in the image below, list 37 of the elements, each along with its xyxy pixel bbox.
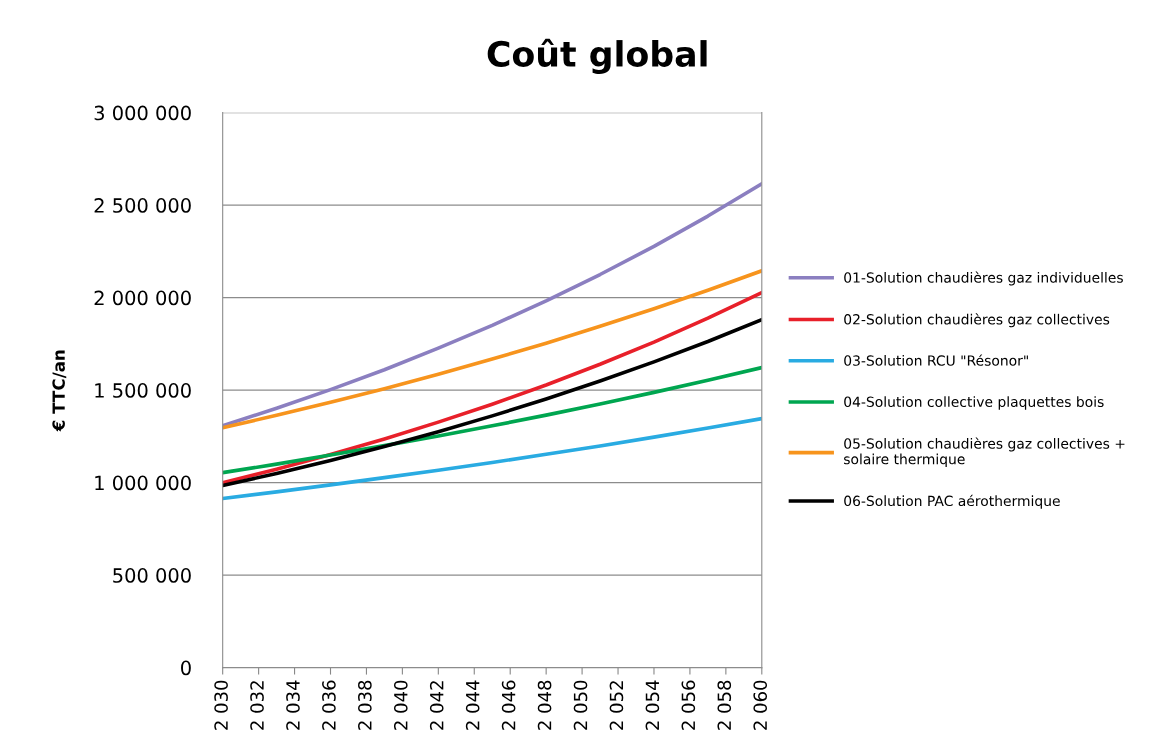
chart-title: Coût global [487,38,707,74]
legend-label: 02-Solution chaudières gaz collectives [844,313,1110,328]
y-tick-label: 1 500 000 [95,383,191,398]
x-tick-label: 2 030 [214,680,228,730]
line-series [222,290,762,485]
line-series [222,365,762,475]
x-tick-label: 2 034 [286,680,300,730]
y-tick-label: 1 000 000 [95,475,191,491]
x-tick-label: 2 040 [393,680,408,730]
y-tick-label: 2 500 000 [94,198,191,213]
y-tick-label: 500 000 [113,568,191,583]
legend-label: 04-Solution collective plaquettes bois [844,396,1104,410]
x-tick-label: 2 046 [501,680,516,730]
legend-label: 01-Solution chaudières gaz individuelles [844,271,1123,286]
x-tick-label: 2 032 [250,681,264,730]
x-tick-label: 2 056 [681,680,696,730]
line-series [222,269,762,430]
x-tick-label: 2 058 [717,680,732,730]
y-tick-label: 3 000 000 [94,105,191,121]
legend-label: 05-Solution chaudières gaz collectives + solaire thermique [844,437,1125,468]
line-series [222,416,762,501]
y-tick-label: 0 [181,660,191,676]
x-tick-label: 2 052 [609,681,624,730]
x-tick-label: 2 050 [573,680,588,730]
x-tick-label: 2 042 [429,681,444,730]
y-tick-label: 2 000 000 [94,290,191,306]
legend-label: 06-Solution PAC aérothermique [844,494,1060,509]
line-series [222,181,762,428]
x-tick-label: 2 048 [537,680,552,730]
x-tick-label: 2 038 [358,680,372,730]
x-tick-label: 2 036 [322,680,336,730]
y-axis-title: € TTC/an [52,350,67,432]
x-tick-label: 2 054 [645,680,660,730]
legend-label: 03-Solution RCU "Résonor" [844,354,1028,366]
x-tick-label: 2 044 [465,680,480,730]
line-series [222,317,762,488]
x-tick-label: 2 060 [753,680,768,730]
